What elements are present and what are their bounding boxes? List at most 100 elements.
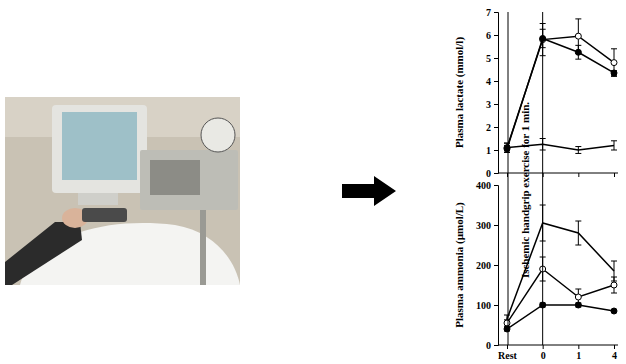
- x-tick: 1: [576, 345, 581, 361]
- tick-mark: [494, 173, 498, 174]
- tick-label: 400: [476, 180, 491, 191]
- tick-label: 0: [486, 340, 491, 351]
- chart: 01234567Plasma lactate (mmol/l): [453, 7, 618, 179]
- tick-label: 300: [476, 220, 491, 231]
- marker: [504, 320, 510, 326]
- marker: [611, 308, 617, 314]
- error-bar: [575, 221, 581, 245]
- tick-label: 1: [486, 145, 491, 156]
- photo: [5, 97, 240, 285]
- x-tick: Rest: [498, 345, 518, 361]
- photo-arm: [5, 222, 82, 285]
- y-tick: 0: [486, 168, 498, 179]
- tick-mark: [494, 35, 498, 36]
- tick-mark: [494, 58, 498, 59]
- error-bar: [611, 49, 617, 77]
- photo-gauge: [201, 118, 235, 152]
- tick-label: 2: [486, 122, 491, 133]
- tick-label: 6: [486, 30, 491, 41]
- y-tick: 100: [476, 300, 498, 311]
- tick-mark: [494, 305, 498, 306]
- tick-mark: [578, 345, 579, 349]
- photo-instrument: [140, 150, 238, 210]
- marker: [575, 294, 581, 300]
- x-axis: Rest 0 1 4: [498, 345, 618, 361]
- tick-mark: [507, 345, 508, 349]
- tick-mark: [494, 265, 498, 266]
- marker: [611, 60, 617, 66]
- y-axis: 0 1 2 3 4 5 6 7: [486, 7, 499, 179]
- tick-label: 7: [486, 7, 491, 18]
- figure: 01234567Plasma lactate (mmol/l)010020030…: [0, 0, 626, 364]
- error-bar: [504, 320, 510, 326]
- tick-mark: [578, 173, 579, 177]
- tick-mark: [494, 81, 498, 82]
- marker: [504, 326, 510, 332]
- axis-line: [498, 345, 618, 346]
- tick-label: 4: [612, 350, 617, 361]
- reference-line: [508, 12, 509, 345]
- series-line: [507, 305, 614, 329]
- tick-label: 3: [486, 99, 491, 110]
- tick-mark: [494, 185, 498, 186]
- photo-screen: [62, 112, 137, 180]
- tick-mark: [494, 104, 498, 105]
- tick-mark: [543, 345, 544, 349]
- tick-label: 4: [486, 76, 491, 87]
- y-tick: 200: [476, 260, 498, 271]
- y-tick: 3: [486, 99, 498, 110]
- tick-label: 0: [541, 350, 546, 361]
- axis-title: Plasma ammonia (µmol/L): [453, 202, 466, 328]
- y-tick: 300: [476, 220, 498, 231]
- error-bar: [611, 141, 617, 150]
- photo-monitor: [52, 105, 147, 193]
- error-bar: [575, 45, 581, 59]
- photo-instrument-panel: [150, 160, 200, 195]
- axis-line: [498, 173, 618, 174]
- marker: [611, 282, 617, 288]
- tick-mark: [494, 150, 498, 151]
- tick-label: 1: [576, 350, 581, 361]
- x-tick: [614, 173, 615, 177]
- photo-monitor-stand: [78, 193, 118, 205]
- tick-label: 0: [486, 168, 491, 179]
- tick-label: 200: [476, 260, 491, 271]
- photo-table-leg: [200, 210, 206, 285]
- marker: [575, 49, 581, 55]
- y-axis: 0 100 200 300 400: [476, 180, 499, 351]
- tick-mark: [494, 127, 498, 128]
- reference-line: [542, 12, 543, 345]
- y-tick: 0: [486, 340, 498, 351]
- tick-label: Rest: [498, 350, 518, 361]
- x-tick: [578, 173, 579, 177]
- y-tick: 4: [486, 76, 498, 87]
- y-tick: 2: [486, 122, 498, 133]
- error-bar: [575, 147, 581, 154]
- y-tick: 7: [486, 7, 498, 18]
- error-bar: [504, 143, 510, 152]
- tick-mark: [494, 225, 498, 226]
- tick-mark: [494, 345, 498, 346]
- y-tick: 400: [476, 180, 498, 191]
- error-bar: [611, 71, 617, 76]
- x-tick: 4: [612, 345, 617, 361]
- marker: [575, 302, 581, 308]
- axis-line: [494, 13, 499, 174]
- marker: [611, 70, 617, 76]
- tick-label: 5: [486, 53, 491, 64]
- y-tick: 5: [486, 53, 498, 64]
- error-bar: [504, 327, 510, 331]
- error-bar: [575, 303, 581, 307]
- photo-background: [5, 97, 240, 285]
- x-tick: 0: [541, 345, 546, 361]
- arrow: [342, 176, 396, 206]
- x-axis: [498, 173, 618, 177]
- tick-mark: [494, 12, 498, 13]
- y-tick: 1: [486, 145, 498, 156]
- tick-mark: [614, 173, 615, 177]
- marker: [575, 33, 581, 39]
- axis-line: [494, 186, 499, 346]
- error-bar: [611, 277, 617, 293]
- y-tick: 6: [486, 30, 498, 41]
- tick-mark: [614, 345, 615, 349]
